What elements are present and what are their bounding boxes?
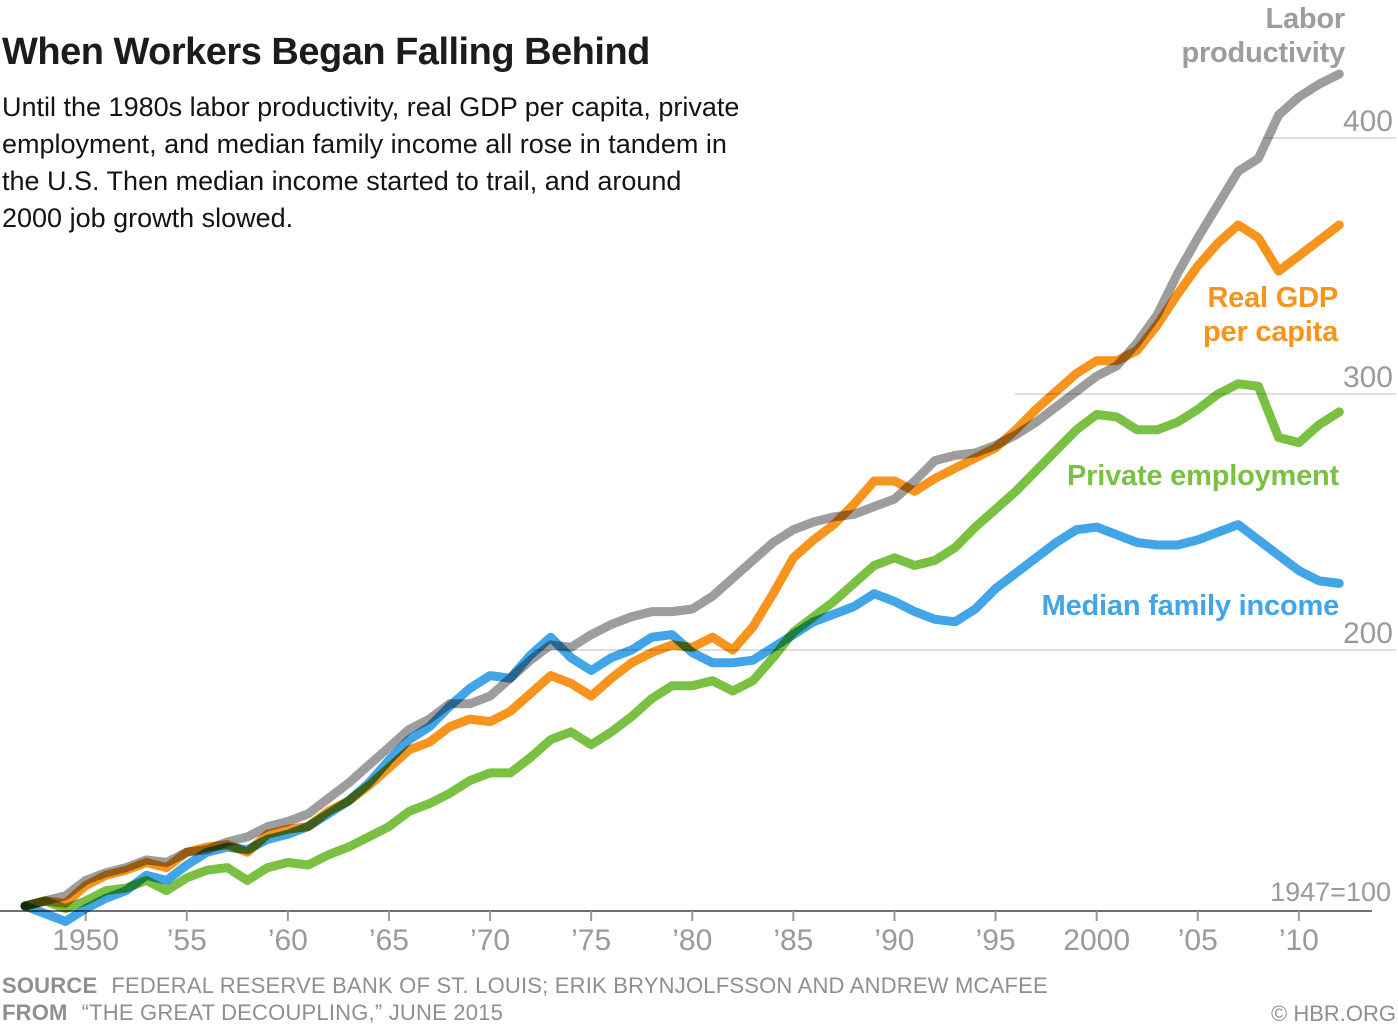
- series-label-line: Median family income: [1041, 590, 1340, 622]
- gridline-label-200: 200: [1343, 617, 1393, 650]
- chart-subtitle: Until the 1980s labor productivity, real…: [2, 92, 740, 233]
- source-label: SOURCE: [2, 973, 98, 998]
- gridline-label-300: 300: [1343, 361, 1393, 394]
- x-tick-label-1965: ’65: [369, 924, 409, 957]
- series-label-line: Private employment: [1067, 460, 1339, 492]
- index-note: 1947=100: [1270, 877, 1391, 907]
- x-tick-label-1960: ’60: [268, 924, 308, 957]
- from-line: FROM “THE GREAT DECOUPLING,” JUNE 2015: [2, 999, 1396, 1026]
- x-tick-label-1985: ’85: [773, 924, 813, 957]
- series-label-line: Labor: [1265, 3, 1345, 35]
- source-note: SOURCE FEDERAL RESERVE BANK OF ST. LOUIS;…: [2, 972, 1396, 1026]
- series-label-line: Real GDP: [1207, 282, 1338, 314]
- from-label: FROM: [2, 1000, 68, 1025]
- x-tick-label-2000: 2000: [1063, 924, 1130, 957]
- series-label-median-family-income: Median family income: [1041, 589, 1340, 623]
- x-tick-label-1950: 1950: [52, 924, 119, 957]
- x-tick-label-1990: ’90: [874, 924, 914, 957]
- x-tick-label-2010: ’10: [1279, 924, 1319, 957]
- series-label-real-gdp-per-capita: Real GDP per capita: [1203, 281, 1338, 349]
- x-tick-label-1955: ’55: [167, 924, 207, 957]
- series-label-labor-productivity: Labor productivity: [1181, 2, 1345, 70]
- gridline-label-400: 400: [1343, 105, 1393, 138]
- source-line: SOURCE FEDERAL RESERVE BANK OF ST. LOUIS;…: [2, 972, 1396, 999]
- from-text: “THE GREAT DECOUPLING,” JUNE 2015: [81, 1000, 504, 1025]
- x-tick-label-1980: ’80: [672, 924, 712, 957]
- series-line-median-family-income: [20, 520, 1344, 926]
- page-title: When Workers Began Falling Behind: [2, 31, 650, 74]
- series-label-line: per capita: [1203, 316, 1338, 348]
- series-line-real-gdp-per-capita: [20, 220, 1344, 911]
- x-tick-label-1970: ’70: [470, 924, 510, 957]
- series-label-private-employment: Private employment: [1067, 459, 1339, 493]
- x-tick-label-1975: ’75: [571, 924, 611, 957]
- series-line-private-employment: [20, 379, 1344, 914]
- source-text: FEDERAL RESERVE BANK OF ST. LOUIS; ERIK …: [111, 973, 1048, 998]
- x-tick-label-2005: ’05: [1178, 924, 1218, 957]
- x-tick-label-1995: ’95: [976, 924, 1016, 957]
- series-label-line: productivity: [1181, 37, 1345, 69]
- copyright-note: © HBR.ORG: [1271, 1001, 1396, 1026]
